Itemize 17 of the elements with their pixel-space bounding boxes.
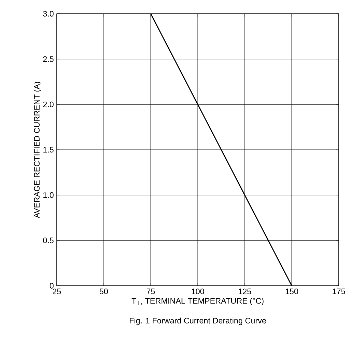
y-tick-label: 2.5 [43,56,54,62]
x-tick-label: 25 [52,288,62,295]
y-tick-label: 1.0 [44,192,54,198]
y-axis-title: AVERAGE RECTIFIED CURRENT (A) [34,82,42,218]
x-tick-label: 100 [192,288,204,295]
y-tick-label: 1.5 [44,147,54,153]
y-tick-label: 0.5 [43,238,54,244]
caption: Fig. 1 Forward Current Derating Curve [130,318,266,326]
x-tick-label: 150 [286,288,298,295]
x-tick-label: 175 [332,288,346,294]
x-tick-label: 75 [146,288,156,294]
x-tick-label: 50 [100,288,108,295]
x-tick-label: 125 [238,288,252,295]
y-tick-label: 2.0 [43,102,54,108]
y-tick-label: 3.0 [43,11,54,17]
x-axis-title: T$_{T}$, TERMINAL TEMPERATURE (°C) [132,298,264,306]
y-tick-label: 0 [50,283,54,289]
